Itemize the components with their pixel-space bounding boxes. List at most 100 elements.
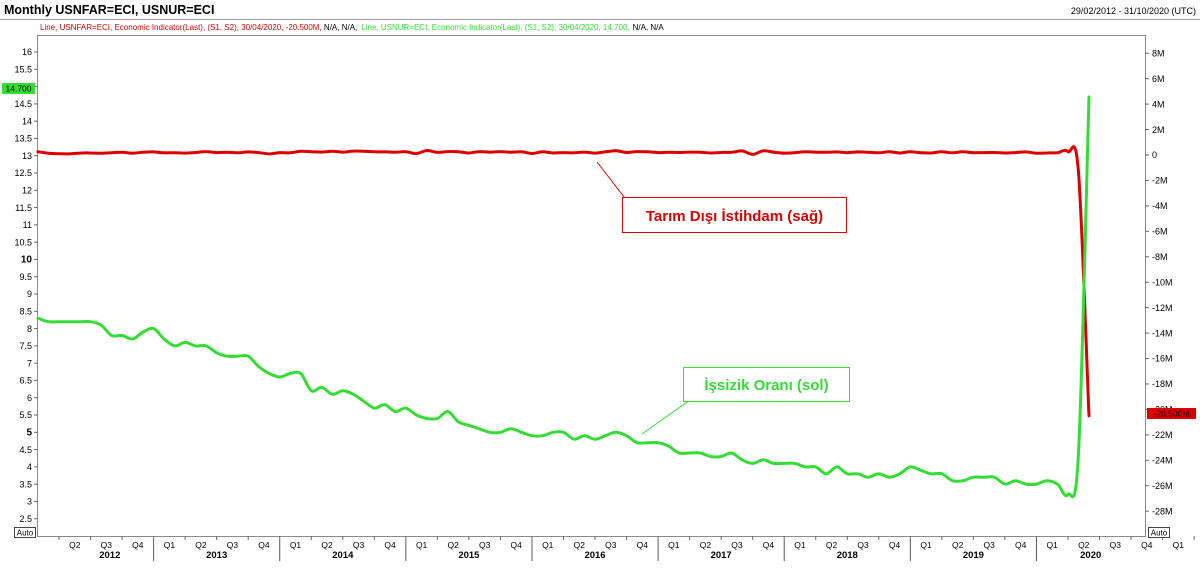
right-tick-label: 4M <box>1152 99 1165 109</box>
left-tick-label: 10 <box>21 255 33 266</box>
left-tick-label: 5.5 <box>19 410 32 420</box>
x-quarter-label: Q4 <box>258 540 270 550</box>
left-tick-label: 15.5 <box>14 65 32 75</box>
x-quarter-label: Q1 <box>542 540 554 550</box>
plot-frame <box>37 35 1146 537</box>
left-tick-label: 7 <box>27 358 32 368</box>
x-quarter-label: Q4 <box>1141 540 1153 550</box>
x-quarter-label: Q1 <box>1173 540 1185 550</box>
right-tick-label: 0 <box>1152 150 1157 160</box>
left-tick-label: 6.5 <box>19 376 32 386</box>
x-quarter-label: Q4 <box>763 540 775 550</box>
right-tick-label: -12M <box>1152 303 1173 313</box>
x-quarter-label: Q1 <box>164 540 176 550</box>
x-quarter-label: Q3 <box>353 540 365 550</box>
right-tick-label: 8M <box>1152 48 1165 58</box>
left-tick-label: 2.5 <box>19 514 32 524</box>
x-year-label: 2015 <box>458 550 480 561</box>
nfar-callout-box <box>622 197 847 233</box>
chart-legend: Line, USNFAR=ECI, Economic Indicator(Las… <box>40 23 664 32</box>
left-last-value-marker <box>2 83 35 94</box>
left-tick-label: 3.5 <box>19 479 32 489</box>
right-last-value-label: -20.500M <box>1154 409 1190 419</box>
x-year-label: 2016 <box>584 550 605 561</box>
left-tick-label: 6 <box>27 393 32 403</box>
right-tick-label: 6M <box>1152 74 1165 84</box>
x-quarter-label: Q1 <box>416 540 428 550</box>
x-quarter-label: Q1 <box>1047 540 1059 550</box>
x-quarter-label: Q3 <box>983 540 995 550</box>
right-tick-label: -4M <box>1152 201 1168 211</box>
left-tick-label: 13 <box>22 151 32 161</box>
x-quarter-label: Q2 <box>195 540 207 550</box>
x-quarter-label: Q2 <box>447 540 459 550</box>
left-last-value-label: 14.700 <box>6 84 32 94</box>
x-quarter-label: Q2 <box>952 540 964 550</box>
x-quarter-label: Q2 <box>574 540 586 550</box>
left-tick-label: 3 <box>27 497 32 507</box>
nfar-callout-label: Tarım Dışı İstihdam (sağ) <box>646 208 823 225</box>
right-tick-label: -18M <box>1152 379 1173 389</box>
legend-nur: Line, USNUR=ECI, Economic Indicator(Last… <box>361 23 629 32</box>
x-quarter-label: Q2 <box>826 540 838 550</box>
x-quarter-label: Q3 <box>731 540 743 550</box>
x-quarter-label: Q2 <box>321 540 333 550</box>
left-tick-label: 11.5 <box>15 203 32 213</box>
left-tick-label: 13.5 <box>14 134 32 144</box>
x-year-label: 2020 <box>1080 550 1101 561</box>
left-axis: 2.5 3 3.5 4 4.5 5 5.5 6 6.5 7 7.5 8 8.5 9 9.5 10 10.5 11 1… <box>14 47 38 524</box>
left-tick-label: 8 <box>27 324 32 334</box>
right-tick-label: -26M <box>1152 481 1173 491</box>
right-tick-label: -28M <box>1152 506 1173 516</box>
x-quarter-label: Q3 <box>857 540 869 550</box>
x-year-label: 2013 <box>206 550 227 561</box>
nur-callout-label: İşsizik Oranı (sol) <box>704 377 828 394</box>
x-year-label: 2019 <box>963 550 984 561</box>
x-quarter-label: Q3 <box>479 540 491 550</box>
right-tick-label: -10M <box>1152 277 1173 287</box>
right-auto-scale-button[interactable] <box>1148 527 1170 538</box>
right-tick-label: 2M <box>1152 125 1165 135</box>
right-tick-label: -16M <box>1152 354 1173 364</box>
x-quarter-label: Q3 <box>1110 540 1122 550</box>
left-tick-label: 12.5 <box>14 168 32 178</box>
x-quarter-label: Q1 <box>794 540 806 550</box>
nur-callout-box <box>683 367 850 402</box>
x-quarter-label: Q4 <box>1015 540 1027 550</box>
x-quarter-label: Q3 <box>227 540 239 550</box>
nfar-callout-line <box>596 161 629 203</box>
series-line-nonfarm-payrolls <box>36 145 1091 418</box>
left-tick-label: 7.5 <box>19 341 32 351</box>
x-quarter-label: Q1 <box>290 540 302 550</box>
x-quarter-label: Q4 <box>384 540 396 550</box>
x-quarter-label: Q3 <box>605 540 617 550</box>
left-tick-label: 10.5 <box>14 237 32 247</box>
right-last-value-marker <box>1147 408 1196 419</box>
chart-title: Monthly USNFAR=ECI, USNUR=ECI <box>4 3 214 17</box>
x-quarter-label: Q2 <box>69 540 81 550</box>
left-tick-label: 9 <box>27 289 32 299</box>
x-year-label: 2018 <box>837 550 858 561</box>
left-auto-scale-label: Auto <box>17 529 34 538</box>
right-tick-label: -14M <box>1152 328 1173 338</box>
x-quarter-label: Q1 <box>920 540 932 550</box>
x-quarter-label: Q1 <box>668 540 680 550</box>
right-tick-label: -2M <box>1152 176 1168 186</box>
x-year-label: 2017 <box>711 550 732 561</box>
right-tick-label: -22M <box>1152 430 1173 440</box>
legend-nur-na: N/A, N/A <box>633 23 665 32</box>
left-tick-label: 14.5 <box>14 99 32 109</box>
x-year-label: 2012 <box>99 550 120 561</box>
left-tick-label: 12 <box>22 186 32 196</box>
left-tick-label: 16 <box>22 47 32 57</box>
left-tick-label: 8.5 <box>19 306 32 316</box>
left-auto-scale-button[interactable] <box>14 527 36 538</box>
x-axis: Q2 Q3 Q4 Q1 Q2 Q3 Q4 Q1 Q2 Q3 Q4 Q1 Q2 Q3 Q4 Q1 Q2 Q3 Q4 Q1… <box>58 536 1195 561</box>
x-quarter-label: Q4 <box>511 540 523 550</box>
x-quarter-label: Q2 <box>1078 540 1090 550</box>
x-quarter-label: Q4 <box>132 540 144 550</box>
left-tick-label: 11 <box>23 220 32 230</box>
